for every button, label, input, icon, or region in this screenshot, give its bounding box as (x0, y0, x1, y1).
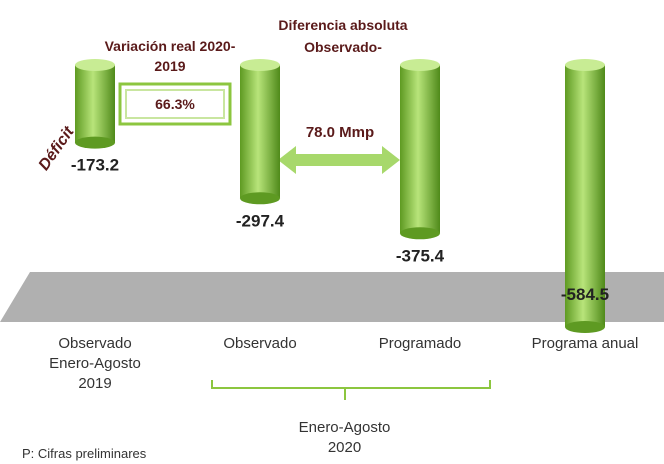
category-label: Observado (223, 335, 297, 352)
bar (240, 65, 280, 199)
group-label: Enero-Agosto 2020 (298, 419, 391, 456)
difference-arrow (278, 146, 400, 174)
variation-title: Variación real 2020-2019 (104, 38, 236, 74)
note: P: Cifras preliminares (22, 446, 147, 461)
variation-value: 66.3% (155, 96, 195, 112)
bar-top (565, 59, 605, 71)
difference-value: 78.0 Mmp (305, 124, 375, 141)
category-label: Programa anual (531, 335, 639, 352)
value-label: -173.2 (71, 156, 119, 175)
value-label: -297.4 (236, 211, 285, 230)
bar (75, 65, 115, 143)
variation-box-inner (125, 89, 225, 119)
category-label: Programado (378, 335, 462, 352)
difference-title: Diferencia absoluta Observado- (278, 17, 408, 55)
bar-bottom (75, 136, 115, 149)
bar-top (400, 59, 440, 71)
bar-bottom (565, 321, 605, 333)
value-label: -584.5 (561, 285, 609, 304)
bar-top (75, 59, 115, 71)
group-bracket (211, 380, 491, 400)
bar-bottom (400, 227, 440, 240)
bar (400, 65, 440, 234)
bar-bottom (240, 192, 280, 205)
bar-top (240, 59, 280, 71)
floor (0, 272, 664, 322)
bar (565, 65, 605, 327)
value-label: -375.4 (396, 246, 445, 265)
category-label: Observado Enero-Agosto 2019 (49, 335, 141, 392)
